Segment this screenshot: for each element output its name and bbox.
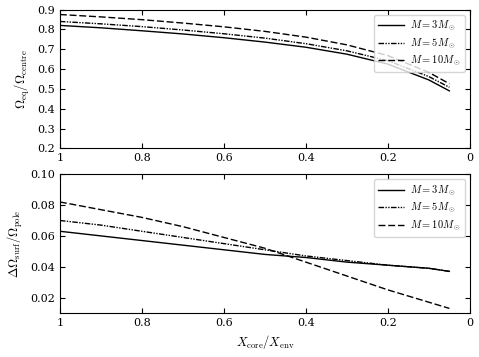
$M=5M_\odot$ <box>180 235 186 240</box>
$M=10M_\odot$ <box>385 288 391 292</box>
Line: $M=5M_\odot$: $M=5M_\odot$ <box>60 221 449 271</box>
$M=3M_\odot$ <box>426 266 432 271</box>
$M=3M_\odot$ <box>385 62 391 66</box>
$M=3M_\odot$ <box>344 52 350 56</box>
Legend: $M=3M_\odot$, $M=5M_\odot$, $M=10M_\odot$: $M=3M_\odot$, $M=5M_\odot$, $M=10M_\odot… <box>374 180 465 237</box>
$M=3M_\odot$ <box>57 229 63 233</box>
Legend: $M=3M_\odot$, $M=5M_\odot$, $M=10M_\odot$: $M=3M_\odot$, $M=5M_\odot$, $M=10M_\odot… <box>374 15 465 72</box>
$M=10M_\odot$ <box>180 225 186 229</box>
$M=5M_\odot$ <box>385 263 391 267</box>
$M=10M_\odot$ <box>303 35 309 39</box>
$M=3M_\odot$ <box>98 26 104 30</box>
Y-axis label: $\Omega_{\rm eq}/\Omega_{\rm centre}$: $\Omega_{\rm eq}/\Omega_{\rm centre}$ <box>12 49 32 109</box>
$M=10M_\odot$ <box>303 260 309 264</box>
$M=3M_\odot$ <box>303 45 309 49</box>
$M=5M_\odot$ <box>385 59 391 63</box>
$M=5M_\odot$ <box>426 75 432 79</box>
$M=3M_\odot$ <box>98 234 104 238</box>
$M=3M_\odot$ <box>303 255 309 260</box>
$M=10M_\odot$ <box>446 82 452 86</box>
Line: $M=10M_\odot$: $M=10M_\odot$ <box>60 15 449 84</box>
X-axis label: $X_{\rm core}/X_{\rm env}$: $X_{\rm core}/X_{\rm env}$ <box>236 333 294 351</box>
$M=3M_\odot$ <box>385 263 391 267</box>
$M=3M_\odot$ <box>180 32 186 36</box>
$M=5M_\odot$ <box>57 218 63 223</box>
$M=5M_\odot$ <box>446 269 452 273</box>
Line: $M=10M_\odot$: $M=10M_\odot$ <box>60 202 449 308</box>
$M=3M_\odot$ <box>180 243 186 247</box>
$M=3M_\odot$ <box>57 23 63 27</box>
Line: $M=5M_\odot$: $M=5M_\odot$ <box>60 21 449 87</box>
$M=10M_\odot$ <box>262 246 268 250</box>
$M=10M_\odot$ <box>139 17 145 22</box>
$M=3M_\odot$ <box>344 260 350 264</box>
$M=5M_\odot$ <box>57 19 63 24</box>
$M=5M_\odot$ <box>446 85 452 90</box>
$M=3M_\odot$ <box>426 78 432 82</box>
$M=5M_\odot$ <box>139 229 145 233</box>
$M=3M_\odot$ <box>262 40 268 44</box>
$M=3M_\odot$ <box>262 252 268 257</box>
$M=3M_\odot$ <box>139 238 145 243</box>
$M=5M_\odot$ <box>98 22 104 26</box>
$M=10M_\odot$ <box>57 12 63 17</box>
$M=5M_\odot$ <box>303 41 309 46</box>
$M=10M_\odot$ <box>57 200 63 204</box>
Line: $M=3M_\odot$: $M=3M_\odot$ <box>60 231 449 271</box>
$M=5M_\odot$ <box>262 36 268 40</box>
$M=10M_\odot$ <box>98 15 104 19</box>
$M=10M_\odot$ <box>446 306 452 311</box>
$M=5M_\odot$ <box>344 49 350 53</box>
$M=10M_\odot$ <box>262 29 268 34</box>
$M=10M_\odot$ <box>344 274 350 278</box>
$M=10M_\odot$ <box>98 207 104 212</box>
$M=10M_\odot$ <box>385 54 391 58</box>
$M=10M_\odot$ <box>426 70 432 75</box>
$M=3M_\odot$ <box>139 29 145 33</box>
Line: $M=3M_\odot$: $M=3M_\odot$ <box>60 25 449 91</box>
$M=10M_\odot$ <box>139 215 145 220</box>
$M=5M_\odot$ <box>303 254 309 258</box>
$M=5M_\odot$ <box>262 248 268 252</box>
$M=10M_\odot$ <box>344 43 350 47</box>
$M=10M_\odot$ <box>426 300 432 305</box>
$M=5M_\odot$ <box>221 32 227 36</box>
$M=5M_\odot$ <box>426 266 432 271</box>
$M=5M_\odot$ <box>180 28 186 32</box>
$M=3M_\odot$ <box>446 89 452 93</box>
$M=3M_\odot$ <box>446 269 452 273</box>
$M=10M_\odot$ <box>221 25 227 29</box>
$M=10M_\odot$ <box>221 235 227 240</box>
$M=10M_\odot$ <box>180 21 186 25</box>
$M=5M_\odot$ <box>221 241 227 246</box>
$M=5M_\odot$ <box>344 258 350 263</box>
$M=5M_\odot$ <box>98 223 104 227</box>
$M=5M_\odot$ <box>139 25 145 29</box>
$M=3M_\odot$ <box>221 248 227 252</box>
$M=3M_\odot$ <box>221 36 227 40</box>
Y-axis label: $\Delta\Omega_{\rm surf}/\Omega_{\rm pole}$: $\Delta\Omega_{\rm surf}/\Omega_{\rm pol… <box>6 210 24 278</box>
